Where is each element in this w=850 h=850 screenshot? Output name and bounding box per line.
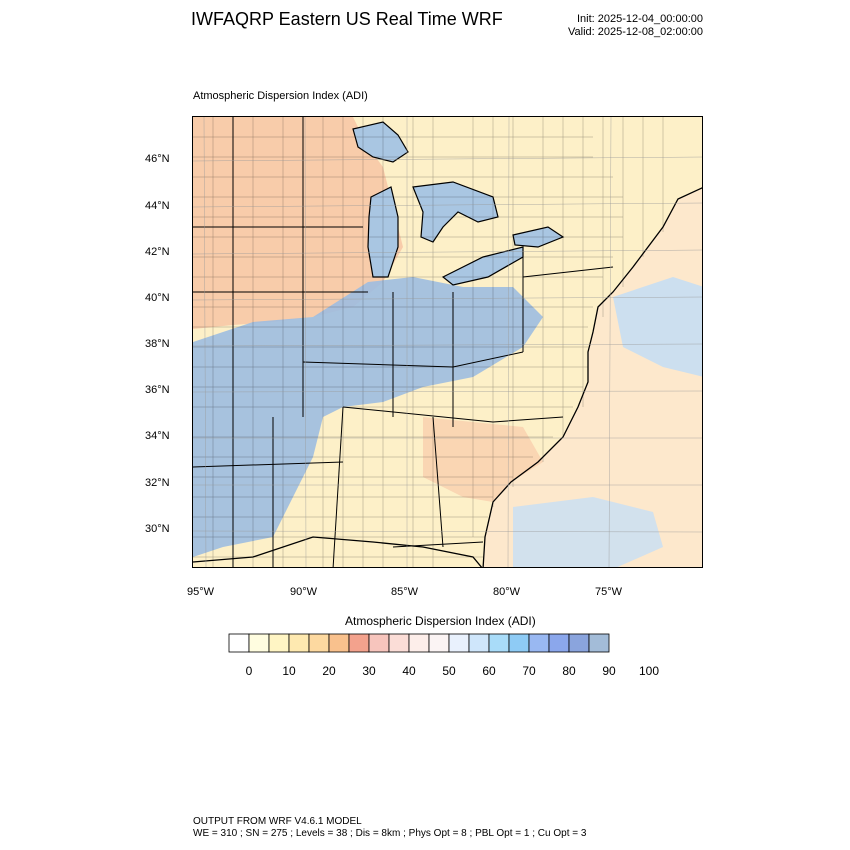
labelbar-box <box>288 633 310 653</box>
footer-model-line: OUTPUT FROM WRF V4.6.1 MODEL <box>193 816 362 827</box>
main-title: IWFAQRP Eastern US Real Time WRF <box>191 9 503 29</box>
lat-label: 30°N <box>145 523 170 535</box>
orange-region-west <box>193 117 403 329</box>
labelbar-box <box>308 633 330 653</box>
lon-label: 80°W <box>493 586 521 598</box>
lat-label: 42°N <box>145 246 170 258</box>
blue-region-atlantic-north <box>613 277 702 377</box>
labelbar-box <box>488 633 510 653</box>
labelbar-box <box>508 633 530 653</box>
lon-label: 95°W <box>187 586 215 598</box>
county-borders <box>193 117 664 567</box>
state-borders <box>193 117 614 567</box>
labelbar-box <box>548 633 570 653</box>
labelbar-tick-label: 40 <box>402 664 416 678</box>
labelbar-tick-label: 70 <box>522 664 536 678</box>
labelbar-tick-label: 100 <box>639 664 659 678</box>
lon-label: 90°W <box>290 586 318 598</box>
labelbar-box <box>588 633 610 653</box>
labelbar-box <box>568 633 590 653</box>
labelbar-box <box>448 633 470 653</box>
init-time: Init: 2025-12-04_00:00:00 <box>577 13 703 25</box>
labelbar-svg: 0 10 20 30 40 50 60 70 80 90 100 <box>228 633 659 678</box>
labelbar-tick-label: 50 <box>442 664 456 678</box>
labelbar-box <box>328 633 350 653</box>
labelbar-tick-label: 0 <box>246 664 253 678</box>
lat-label: 44°N <box>145 200 170 212</box>
map-panel <box>192 116 703 568</box>
labelbar-tick-label: 80 <box>562 664 576 678</box>
labelbar-box <box>388 633 410 653</box>
labelbar-title: Atmospheric Dispersion Index (ADI) <box>345 614 536 628</box>
lat-label: 46°N <box>145 153 170 165</box>
lat-label: 32°N <box>145 477 170 489</box>
labelbar-tick-label: 90 <box>602 664 616 678</box>
lon-label: 85°W <box>391 586 419 598</box>
map-field-title: Atmospheric Dispersion Index (ADI) <box>193 90 368 102</box>
lat-label: 34°N <box>145 430 170 442</box>
labelbar-tick-label: 60 <box>482 664 496 678</box>
labelbar-box <box>428 633 450 653</box>
labelbar: 0 10 20 30 40 50 60 70 80 90 100 <box>228 633 668 688</box>
graticule <box>193 117 702 567</box>
gulf-coastline <box>193 536 483 567</box>
labelbar-box <box>408 633 430 653</box>
lon-label: 75°W <box>595 586 623 598</box>
labelbar-box <box>228 633 250 653</box>
labelbar-tick-label: 30 <box>362 664 376 678</box>
blue-region-atlantic-south <box>513 497 663 567</box>
labelbar-box <box>528 633 550 653</box>
labelbar-box <box>348 633 370 653</box>
lat-label: 40°N <box>145 292 170 304</box>
valid-time: Valid: 2025-12-08_02:00:00 <box>568 26 703 38</box>
map-canvas <box>193 117 702 567</box>
labelbar-box <box>468 633 490 653</box>
lat-label: 38°N <box>145 338 170 350</box>
coastline <box>482 187 702 567</box>
lat-label: 36°N <box>145 384 170 396</box>
labelbar-box <box>248 633 270 653</box>
labelbar-tick-label: 20 <box>322 664 336 678</box>
labelbar-box <box>268 633 290 653</box>
labelbar-box <box>368 633 390 653</box>
footer-config-line: WE = 310 ; SN = 275 ; Levels = 38 ; Dis … <box>193 828 587 839</box>
labelbar-tick-label: 10 <box>282 664 296 678</box>
